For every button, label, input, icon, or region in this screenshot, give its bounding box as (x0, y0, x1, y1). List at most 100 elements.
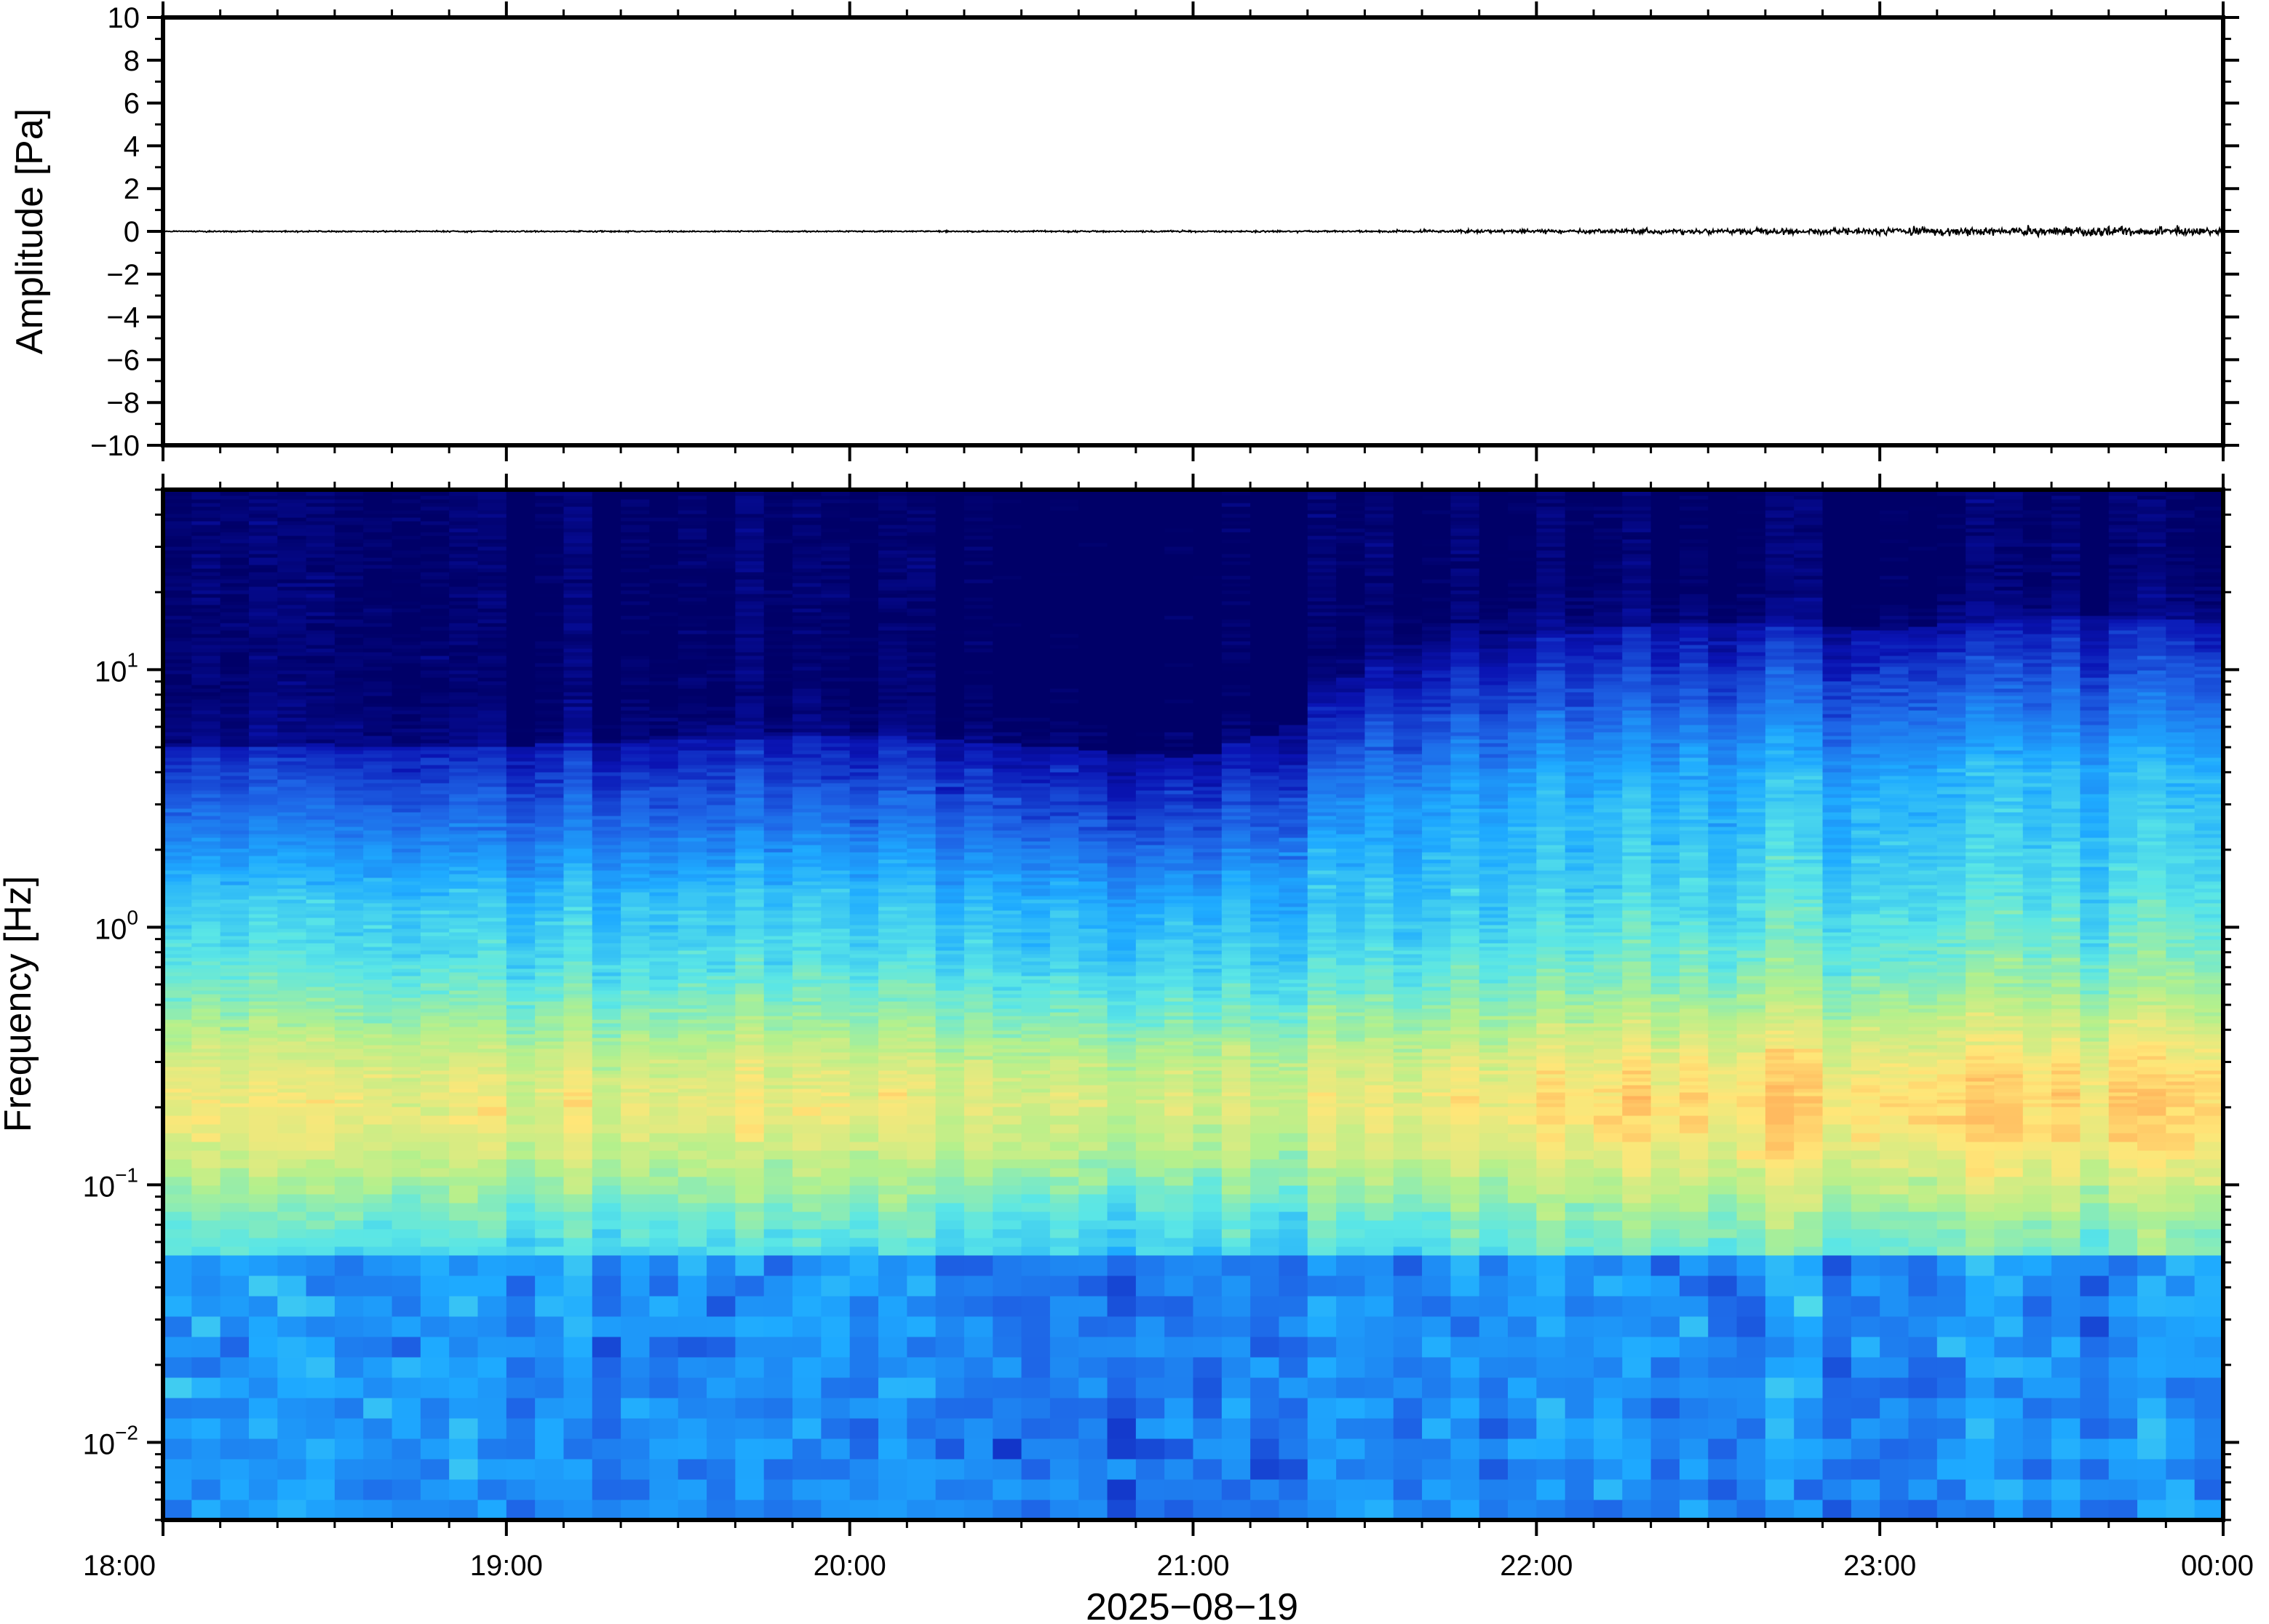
spectrogram-cell (392, 706, 421, 711)
spectrogram-cell (477, 1459, 507, 1480)
spectrogram-cell (449, 1023, 479, 1027)
spectrogram-cell (792, 663, 822, 667)
spectrogram-cell (420, 572, 450, 576)
spectrogram-cell (220, 1027, 250, 1031)
spectrogram-cell (677, 914, 707, 918)
spectrogram-cell (248, 958, 278, 962)
spectrogram-cell (392, 728, 421, 733)
spectrogram-cell (334, 885, 364, 889)
spectrogram-cell (220, 1316, 250, 1337)
spectrogram-cell (420, 896, 450, 900)
spectrogram-cell (191, 754, 221, 758)
spectrogram-cell (649, 706, 679, 711)
spectrogram-cell (506, 732, 536, 736)
spectrogram-cell (735, 1142, 765, 1151)
spectrogram-cell (363, 1038, 393, 1042)
spectrogram-cell (563, 568, 593, 573)
spectrogram-cell (334, 590, 364, 594)
spectrogram-cell (306, 605, 335, 609)
spectrogram-cell (592, 1048, 621, 1053)
spectrogram-cell (306, 652, 335, 656)
spectrogram-cell (592, 612, 621, 616)
spectrogram-cell (677, 1005, 707, 1009)
spectrogram-cell (306, 910, 335, 915)
spectrogram-cell (506, 776, 536, 780)
spectrogram-cell (191, 510, 221, 514)
spectrogram-cell (707, 645, 736, 649)
spectrogram-cell (163, 772, 192, 776)
spectrogram-cell (477, 852, 507, 856)
spectrogram-cell (735, 881, 765, 885)
spectrogram-cell (649, 1296, 679, 1317)
spectrogram-cell (191, 517, 221, 522)
spectrogram-cell (649, 1078, 679, 1082)
spectrogram-cell (277, 1048, 307, 1053)
spectrogram-cell (792, 888, 822, 893)
spectrogram-cell (191, 503, 221, 507)
spectrogram-cell (677, 994, 707, 998)
spectrogram-cell (563, 794, 593, 798)
spectrogram-cell (677, 987, 707, 991)
spectrogram-cell (592, 1229, 621, 1238)
spectrogram-cell (563, 885, 593, 889)
spectrogram-cell (621, 1070, 651, 1075)
spectrogram-cell (220, 954, 250, 958)
spectrogram-cell (677, 1096, 707, 1100)
spectrogram-cell (621, 1074, 651, 1078)
spectrogram-cell (277, 616, 307, 620)
spectrogram-cell (649, 1041, 679, 1046)
spectrogram-cell (563, 1099, 593, 1104)
spectrogram-cell (763, 1012, 793, 1016)
spectrogram-cell (649, 1142, 679, 1151)
spectrogram-cell (306, 1005, 335, 1009)
spectrogram-cell (707, 583, 736, 587)
spectrogram-cell (563, 1081, 593, 1086)
spectrogram-cell (220, 710, 250, 715)
spectrogram-cell (707, 721, 736, 725)
spectrogram-cell (677, 608, 707, 613)
spectrogram-cell (334, 601, 364, 605)
spectrogram-cell (248, 1074, 278, 1078)
spectrogram-cell (191, 801, 221, 805)
spectrogram-cell (677, 921, 707, 926)
spectrogram-cell (563, 677, 593, 682)
spectrogram-cell (277, 492, 307, 496)
spectrogram-cell (563, 1027, 593, 1031)
spectrogram-cell (220, 594, 250, 598)
spectrogram-cell (191, 939, 221, 944)
spectrogram-cell (248, 979, 278, 984)
spectrogram-cell (477, 1479, 507, 1500)
spectrogram-cell (477, 783, 507, 787)
spectrogram-cell (363, 1107, 393, 1116)
spectrogram-cell (649, 1220, 679, 1230)
spectrogram-cell (306, 943, 335, 947)
spectrogram-cell (792, 714, 822, 718)
spectrogram-cell (735, 874, 765, 878)
spectrogram-cell (334, 823, 364, 827)
spectrogram-cell (707, 754, 736, 758)
spectrogram-cell (191, 641, 221, 645)
spectrogram-cell (334, 761, 364, 765)
spectrogram-cell (420, 1316, 450, 1337)
spectrogram-cell (392, 747, 421, 751)
spectrogram-cell (677, 736, 707, 740)
spectrogram-cell (677, 634, 707, 638)
spectrogram-cell (334, 1133, 364, 1142)
spectrogram-cell (420, 1019, 450, 1024)
spectrogram-cell (191, 1048, 221, 1053)
spectrogram-cell (163, 710, 192, 715)
spectrogram-cell (563, 790, 593, 795)
spectrogram-cell (821, 732, 851, 736)
spectrogram-cell (592, 670, 621, 674)
spectrogram-cell (535, 994, 565, 998)
spectrogram-cell (592, 597, 621, 602)
spectrogram-cell (592, 757, 621, 762)
spectrogram-cell (735, 528, 765, 533)
spectrogram-cell (563, 1133, 593, 1142)
spectrogram-cell (277, 892, 307, 896)
spectrogram-cell (449, 907, 479, 911)
spectrogram-cell (506, 1103, 536, 1107)
spectrogram-cell (707, 976, 736, 980)
spectrogram-cell (306, 616, 335, 620)
spectrogram-cell (849, 1067, 879, 1071)
